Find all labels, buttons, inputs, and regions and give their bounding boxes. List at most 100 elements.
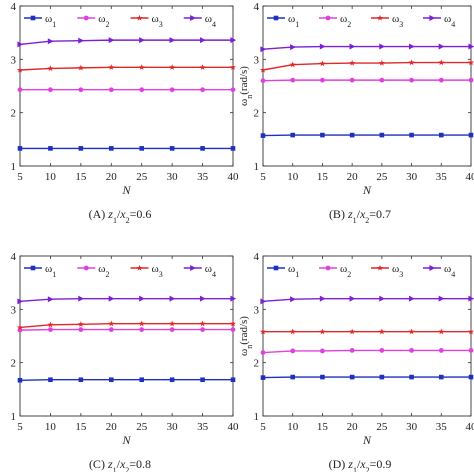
data-point-1 bbox=[230, 377, 236, 383]
data-point-2 bbox=[17, 87, 23, 93]
data-point-3 bbox=[108, 320, 115, 327]
legend: ω1 ω2 ω3 ω4 bbox=[24, 13, 216, 29]
data-point-1 bbox=[468, 132, 474, 138]
x-tick-label: 15 bbox=[75, 421, 87, 433]
legend-label: ω2 bbox=[98, 13, 109, 29]
data-point-3 bbox=[378, 328, 385, 335]
data-point-4 bbox=[47, 38, 54, 45]
x-tick-label: 5 bbox=[17, 421, 23, 433]
y-tick-label: 2 bbox=[11, 358, 17, 370]
legend-label: ω1 bbox=[45, 13, 56, 29]
legend: ω1 ω2 ω3 ω4 bbox=[267, 263, 455, 279]
data-point-1 bbox=[230, 146, 236, 151]
data-point-3 bbox=[467, 328, 474, 335]
data-point-3 bbox=[378, 59, 385, 66]
data-point-4 bbox=[230, 37, 237, 44]
data-point-3 bbox=[408, 59, 415, 66]
legend-marker bbox=[429, 15, 436, 21]
y-tick-label: 3 bbox=[11, 54, 17, 66]
data-point-4 bbox=[78, 295, 85, 302]
data-point-2 bbox=[78, 327, 84, 332]
data-point-4 bbox=[108, 295, 115, 302]
panel-caption: (D) z1/x2=0.9 bbox=[329, 457, 392, 472]
data-point-4 bbox=[408, 295, 415, 302]
legend-label: ω4 bbox=[205, 263, 216, 279]
data-point-2 bbox=[260, 78, 266, 84]
data-point-3 bbox=[169, 64, 176, 70]
legend-marker bbox=[376, 14, 384, 21]
series-line-2 bbox=[19, 328, 233, 331]
data-point-2 bbox=[78, 87, 84, 93]
data-point-1 bbox=[290, 132, 296, 138]
data-point-3 bbox=[438, 59, 445, 66]
data-point-3 bbox=[229, 64, 237, 70]
chart-panel-a: 5 10 15 20 25 30 35 40 1 2 3 4 Nω1 ω2 ω3 ω4 (A) z1/x2=0.… bbox=[11, 1, 240, 225]
data-point-3 bbox=[289, 61, 296, 68]
data-point-3 bbox=[408, 328, 415, 335]
x-tick-label: 25 bbox=[376, 421, 388, 433]
legend-label: ω4 bbox=[444, 263, 455, 279]
x-axis-label: N bbox=[121, 433, 131, 447]
data-point-4 bbox=[17, 41, 24, 48]
legend: ω1 ω2 ω3 ω4 bbox=[24, 263, 216, 279]
data-point-3 bbox=[259, 66, 267, 73]
data-point-1 bbox=[17, 146, 23, 151]
data-point-4 bbox=[260, 298, 267, 305]
data-point-2 bbox=[169, 87, 175, 93]
legend-marker bbox=[30, 15, 36, 21]
legend-marker bbox=[83, 15, 89, 21]
x-tick-label: 40 bbox=[228, 421, 240, 433]
y-tick-label: 1 bbox=[11, 161, 17, 173]
data-point-4 bbox=[169, 295, 176, 302]
y-tick-label: 4 bbox=[11, 1, 17, 13]
data-point-1 bbox=[438, 374, 444, 380]
data-point-3 bbox=[138, 320, 145, 327]
data-point-4 bbox=[438, 43, 445, 50]
data-point-4 bbox=[349, 43, 356, 50]
x-tick-label: 10 bbox=[45, 171, 57, 183]
data-point-4 bbox=[139, 37, 145, 44]
panel-caption: (B) z1/x2=0.7 bbox=[329, 207, 391, 225]
x-tick-label: 5 bbox=[260, 171, 266, 183]
data-point-2 bbox=[200, 327, 205, 332]
data-point-4 bbox=[230, 295, 237, 302]
x-tick-label: 15 bbox=[75, 171, 87, 183]
y-tick-label: 1 bbox=[11, 411, 17, 423]
y-axis-label: ωn(rad/s) bbox=[238, 66, 254, 106]
legend: ω1 ω2 ω3 ω4 bbox=[267, 13, 455, 29]
data-point-1 bbox=[260, 375, 266, 380]
series-line-4 bbox=[19, 39, 233, 46]
data-point-3 bbox=[349, 59, 356, 66]
legend-label: ω4 bbox=[444, 13, 455, 29]
y-tick-label: 4 bbox=[254, 251, 260, 263]
data-point-4 bbox=[78, 37, 85, 44]
chart-panel-b: 5 10 15 20 25 30 35 40 1 2 3 4 Nωn(rad/s) ω1 ω2 ω3 ω4 (B)… bbox=[238, 1, 474, 225]
data-point-2 bbox=[438, 348, 444, 353]
data-point-3 bbox=[77, 64, 84, 71]
y-tick-label: 3 bbox=[254, 304, 260, 316]
data-point-3 bbox=[108, 64, 115, 70]
data-point-4 bbox=[17, 298, 24, 305]
legend-label: ω1 bbox=[288, 263, 299, 279]
data-point-1 bbox=[200, 146, 205, 151]
data-point-2 bbox=[409, 348, 414, 353]
data-point-2 bbox=[108, 327, 114, 332]
data-point-1 bbox=[139, 146, 145, 151]
data-point-1 bbox=[290, 374, 296, 380]
data-point-3 bbox=[259, 328, 267, 335]
data-point-1 bbox=[349, 132, 355, 138]
data-point-1 bbox=[379, 374, 385, 380]
data-point-3 bbox=[138, 64, 145, 70]
x-axis-label: N bbox=[362, 433, 372, 447]
data-point-1 bbox=[438, 132, 444, 138]
series-line-3 bbox=[262, 61, 471, 71]
data-point-4 bbox=[260, 46, 267, 53]
x-tick-label: 5 bbox=[17, 171, 23, 183]
data-point-4 bbox=[468, 295, 474, 302]
data-point-1 bbox=[379, 132, 385, 138]
legend-label: ω2 bbox=[98, 263, 109, 279]
x-tick-label: 25 bbox=[136, 421, 148, 433]
data-point-4 bbox=[468, 43, 474, 50]
data-point-4 bbox=[349, 295, 356, 302]
data-point-1 bbox=[200, 377, 205, 383]
